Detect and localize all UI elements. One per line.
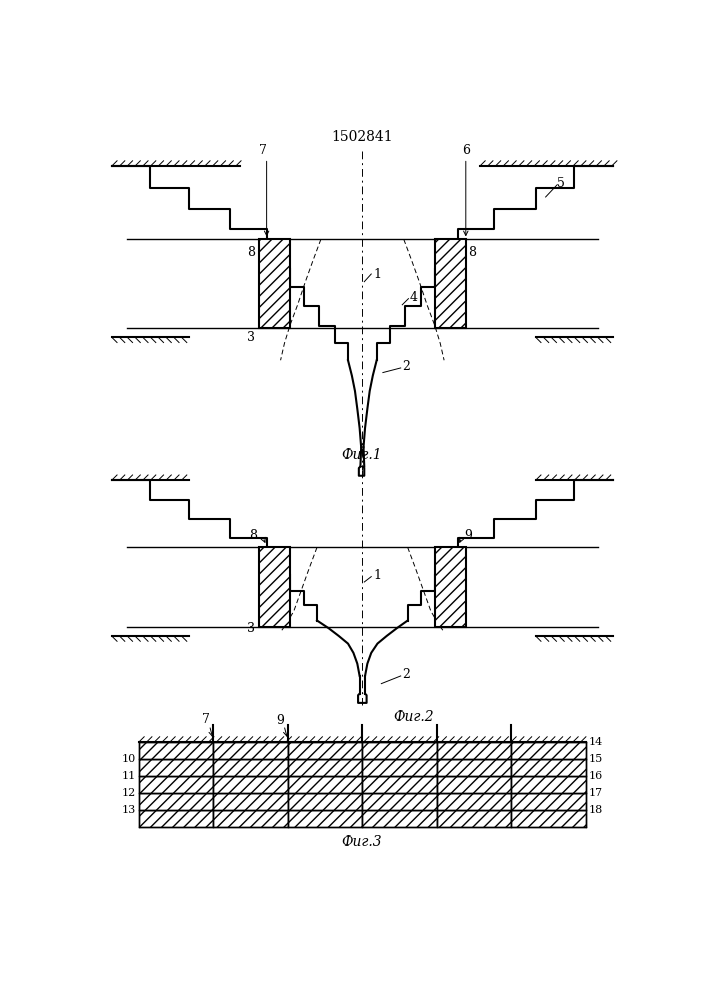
Bar <box>214 810 288 827</box>
Text: 10: 10 <box>122 754 136 764</box>
Text: 3: 3 <box>247 331 255 344</box>
Bar <box>288 742 363 759</box>
Bar <box>288 810 363 827</box>
Text: 5: 5 <box>557 177 565 190</box>
Text: 11: 11 <box>122 771 136 781</box>
Bar <box>259 239 290 328</box>
Text: 9: 9 <box>276 714 284 727</box>
Bar <box>214 759 288 776</box>
Text: 13: 13 <box>122 805 136 815</box>
Text: 1: 1 <box>373 569 382 582</box>
Text: 1502841: 1502841 <box>331 130 393 144</box>
Bar <box>139 742 214 759</box>
Bar <box>511 810 586 827</box>
Bar <box>363 759 437 776</box>
Bar <box>437 810 511 827</box>
Text: 4: 4 <box>410 291 418 304</box>
Bar <box>363 810 437 827</box>
Bar <box>214 793 288 810</box>
Bar <box>259 547 290 627</box>
Text: Фиг.2: Фиг.2 <box>394 710 434 724</box>
Text: 7: 7 <box>259 144 267 157</box>
Text: 12: 12 <box>122 788 136 798</box>
Text: 6: 6 <box>462 144 471 157</box>
Bar <box>214 776 288 793</box>
Bar <box>511 759 586 776</box>
Text: 7: 7 <box>201 713 209 726</box>
Text: 9: 9 <box>464 529 472 542</box>
Text: 8: 8 <box>468 246 476 259</box>
Bar <box>363 776 437 793</box>
Bar <box>288 776 363 793</box>
Bar <box>139 810 214 827</box>
Text: 3: 3 <box>247 622 255 635</box>
Bar <box>435 239 466 328</box>
Bar <box>437 759 511 776</box>
Bar <box>363 793 437 810</box>
Bar <box>363 793 437 810</box>
Bar <box>139 776 214 793</box>
Text: 14: 14 <box>589 737 603 747</box>
Bar <box>139 742 214 759</box>
Bar <box>511 793 586 810</box>
Text: 18: 18 <box>589 805 603 815</box>
Text: 8: 8 <box>247 246 255 259</box>
Bar <box>139 759 214 776</box>
Bar <box>214 742 288 759</box>
Bar <box>288 793 363 810</box>
Bar <box>511 776 586 793</box>
Text: 17: 17 <box>589 788 603 798</box>
Bar <box>139 776 214 793</box>
Bar <box>511 742 586 759</box>
Text: Фиг.3: Фиг.3 <box>341 835 382 849</box>
Bar <box>363 759 437 776</box>
Bar <box>214 793 288 810</box>
Bar <box>435 547 466 627</box>
Text: 2: 2 <box>402 360 410 373</box>
Bar <box>437 742 511 759</box>
Bar <box>437 776 511 793</box>
Bar <box>511 793 586 810</box>
Bar <box>288 742 363 759</box>
Bar <box>288 776 363 793</box>
Text: 16: 16 <box>589 771 603 781</box>
Text: 2: 2 <box>402 668 410 681</box>
Bar <box>437 793 511 810</box>
Text: Фиг.1: Фиг.1 <box>341 448 382 462</box>
Text: 1: 1 <box>373 267 382 280</box>
Bar <box>437 742 511 759</box>
Bar <box>214 759 288 776</box>
Text: 15: 15 <box>589 754 603 764</box>
Bar <box>139 793 214 810</box>
Text: 8: 8 <box>250 529 257 542</box>
Bar <box>363 742 437 759</box>
Bar <box>288 810 363 827</box>
Bar <box>288 759 363 776</box>
Bar <box>437 810 511 827</box>
Bar <box>511 759 586 776</box>
Bar <box>139 810 214 827</box>
Bar <box>437 776 511 793</box>
